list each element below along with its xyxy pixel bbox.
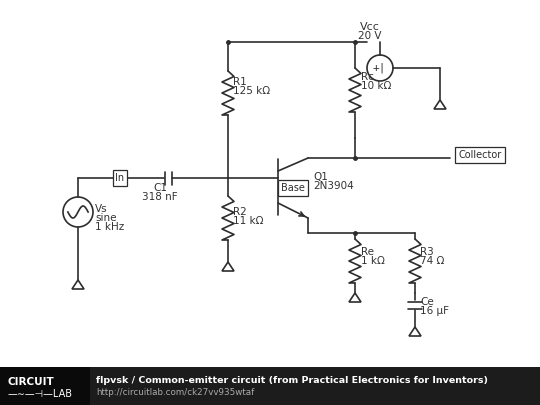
Text: 1 kΩ: 1 kΩ <box>361 256 385 266</box>
Text: 1 kHz: 1 kHz <box>95 222 124 232</box>
Text: 20 V: 20 V <box>358 31 382 41</box>
Text: 10 kΩ: 10 kΩ <box>361 81 392 91</box>
Text: CIRCUIT: CIRCUIT <box>8 377 55 387</box>
Text: Q1: Q1 <box>313 172 328 182</box>
Text: 74 Ω: 74 Ω <box>420 256 444 266</box>
Bar <box>0 367 540 405</box>
Text: sine: sine <box>95 213 117 223</box>
Text: Vs: Vs <box>95 204 107 214</box>
Text: 16 μF: 16 μF <box>420 306 449 316</box>
Text: 318 nF: 318 nF <box>142 192 178 202</box>
Text: Vcc: Vcc <box>360 22 380 32</box>
Text: Rc: Rc <box>361 72 374 82</box>
Text: 2N3904: 2N3904 <box>313 181 354 191</box>
Text: Re: Re <box>361 247 374 257</box>
Text: flpvsk / Common-emitter circuit (from Practical Electronics for Inventors): flpvsk / Common-emitter circuit (from Pr… <box>96 376 488 385</box>
Text: C1: C1 <box>153 183 167 193</box>
Text: 11 kΩ: 11 kΩ <box>233 216 264 226</box>
Text: http://circuitlab.com/ck27vv935wtaf: http://circuitlab.com/ck27vv935wtaf <box>96 388 254 397</box>
Text: —∼—⊣—LAB: —∼—⊣—LAB <box>8 389 73 399</box>
Text: Collector: Collector <box>458 150 502 160</box>
Bar <box>0 367 90 405</box>
Text: Ce: Ce <box>420 297 434 307</box>
Text: 125 kΩ: 125 kΩ <box>233 86 270 96</box>
Text: +|: +| <box>372 63 386 73</box>
Text: Base: Base <box>281 183 305 193</box>
Text: R1: R1 <box>233 77 247 87</box>
Text: R2: R2 <box>233 207 247 217</box>
Text: R3: R3 <box>420 247 434 257</box>
Text: In: In <box>116 173 125 183</box>
